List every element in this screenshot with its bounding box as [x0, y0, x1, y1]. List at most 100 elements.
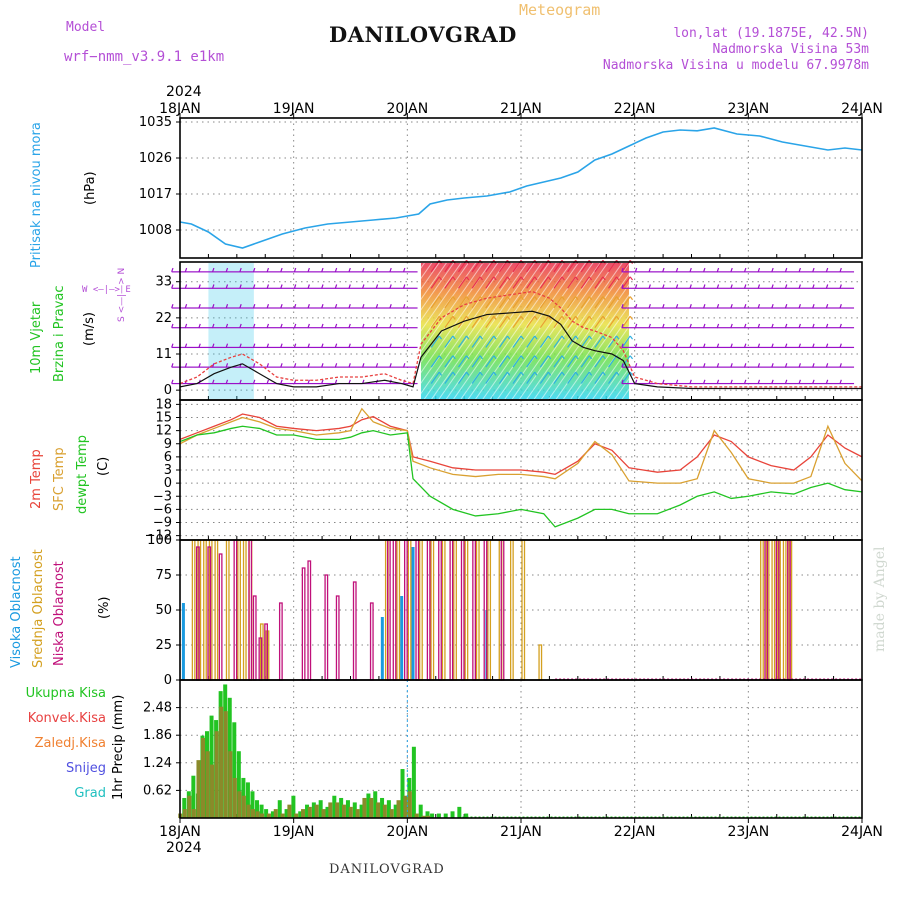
wind-barb-flag	[293, 267, 297, 273]
wind-barb	[539, 371, 549, 384]
temperature-ytick-label: 0	[164, 476, 172, 491]
pressure-ytick-label: 1017	[139, 187, 172, 202]
wind-barb-flag	[307, 267, 310, 273]
temperature-ytick-label: −6	[153, 502, 172, 517]
cloud-ytick-label: 0	[164, 673, 172, 688]
wind-barb-flag	[184, 284, 188, 289]
precip-conv-bar	[228, 751, 233, 818]
elevation-label: Nadmorska Visina 53m	[712, 42, 869, 57]
wind-barb-flag	[629, 335, 634, 340]
wind-barb	[526, 335, 536, 348]
wind-barb-flag	[689, 363, 692, 368]
wind-barb-flag	[252, 323, 256, 328]
wind-barb-flag	[561, 355, 565, 360]
wind-barb-flag	[534, 355, 538, 360]
wind-barb-flag	[648, 267, 651, 273]
wind-barb-flag	[466, 335, 470, 340]
wind-barb	[567, 355, 577, 368]
wind-barb-flag	[629, 315, 634, 320]
wind-barb-flag	[293, 284, 297, 289]
wind-barb-flag	[839, 304, 842, 309]
wind-barb-flag	[602, 315, 606, 320]
wind-barb-flag	[307, 323, 310, 328]
precip-conv-bar	[362, 797, 367, 818]
wind-barb-flag	[634, 304, 638, 309]
temperature-ytick-label: 12	[155, 424, 172, 439]
precip-conv-bar	[287, 804, 292, 818]
wind-barb-flag	[798, 284, 801, 289]
precip-panel-bg	[180, 680, 862, 818]
wind-barb-flag	[389, 304, 392, 309]
wind-barb-flag	[616, 371, 620, 376]
wind-barb-flag	[321, 323, 324, 328]
model-elevation-label: Nadmorska Visina u modelu 67.9978m	[602, 58, 869, 73]
wind-barb-flag	[266, 284, 270, 289]
temp-dewpt-line	[179, 425, 863, 528]
wind-barb-flag	[602, 371, 606, 376]
wind-barb-flag	[334, 304, 338, 309]
wind-barb-flag	[452, 371, 456, 376]
date-label-bottom: 20JAN	[386, 824, 428, 840]
wind-barb-flag	[307, 304, 310, 309]
wind-barb-flag	[198, 267, 201, 273]
wind-barb-flag	[602, 355, 606, 360]
wind-barb	[608, 355, 618, 368]
precip-total-bar	[386, 800, 391, 818]
wind-barb-flag	[730, 363, 733, 368]
wind-barb-flag	[730, 379, 733, 384]
wind-barb-flag	[798, 343, 801, 348]
wind-barb-flag	[266, 363, 270, 368]
date-label-top: 22JAN	[614, 101, 656, 117]
wind-barb	[580, 296, 590, 309]
wind-barb-flag	[362, 284, 365, 289]
wind-barb	[471, 276, 481, 289]
precip-conv-bar	[191, 809, 196, 818]
wind-barb-flag	[588, 315, 593, 320]
wind-barb	[471, 355, 481, 368]
wind-barb-flag	[771, 363, 774, 368]
wind-barb-flag	[621, 323, 624, 328]
wind-barb-flag	[621, 267, 624, 273]
precip-total-bar	[311, 802, 316, 818]
wind-barb-flag	[171, 304, 174, 309]
precip-total-bar	[464, 813, 469, 818]
precip-conv-bar	[348, 806, 353, 818]
wind-barb	[457, 371, 468, 384]
wind-barb-flag	[621, 343, 624, 348]
wind-barb	[580, 371, 590, 384]
wind-barb-flag	[616, 335, 620, 340]
wind-barb-flag	[348, 284, 351, 289]
wind-barb-flag	[588, 371, 593, 376]
wind-barb-flag	[621, 284, 624, 289]
wind-barb-flag	[506, 296, 511, 301]
wind-barb	[567, 335, 577, 348]
wind-barb-flag	[171, 379, 174, 384]
wind-ytick-label: 0	[164, 383, 172, 398]
wind-barb-flag	[252, 267, 256, 273]
wind-barb	[512, 335, 522, 348]
wind-barb-flag	[602, 296, 606, 301]
wind-barb-flag	[602, 335, 606, 340]
wind-barb-flag	[634, 379, 638, 384]
wind-barb-flag	[293, 323, 297, 328]
wind-barb-flag	[561, 315, 565, 320]
precip-conv-bar	[232, 777, 237, 818]
precip-ytick-label: 0.62	[143, 783, 172, 798]
wind-barb-flag	[689, 304, 692, 309]
wind-barb-flag	[321, 343, 324, 348]
wind-barb	[539, 296, 549, 309]
wind-barb-flag	[362, 323, 365, 328]
temp-2m-line	[179, 413, 863, 476]
precip-total-bar	[359, 804, 364, 818]
temp-sfc-line	[179, 407, 863, 484]
wind-barb	[430, 315, 440, 329]
wind-barb-flag	[812, 267, 815, 273]
date-label-bottom: 21JAN	[500, 824, 542, 840]
wind-barb-flag	[266, 267, 270, 273]
wind-barb	[567, 296, 577, 309]
wind-barb-flag	[825, 284, 829, 289]
wind-barb-flag	[575, 315, 579, 320]
wind-barb-flag	[184, 363, 188, 368]
wind-barb-flag	[362, 343, 365, 348]
wind-barb	[444, 355, 454, 368]
